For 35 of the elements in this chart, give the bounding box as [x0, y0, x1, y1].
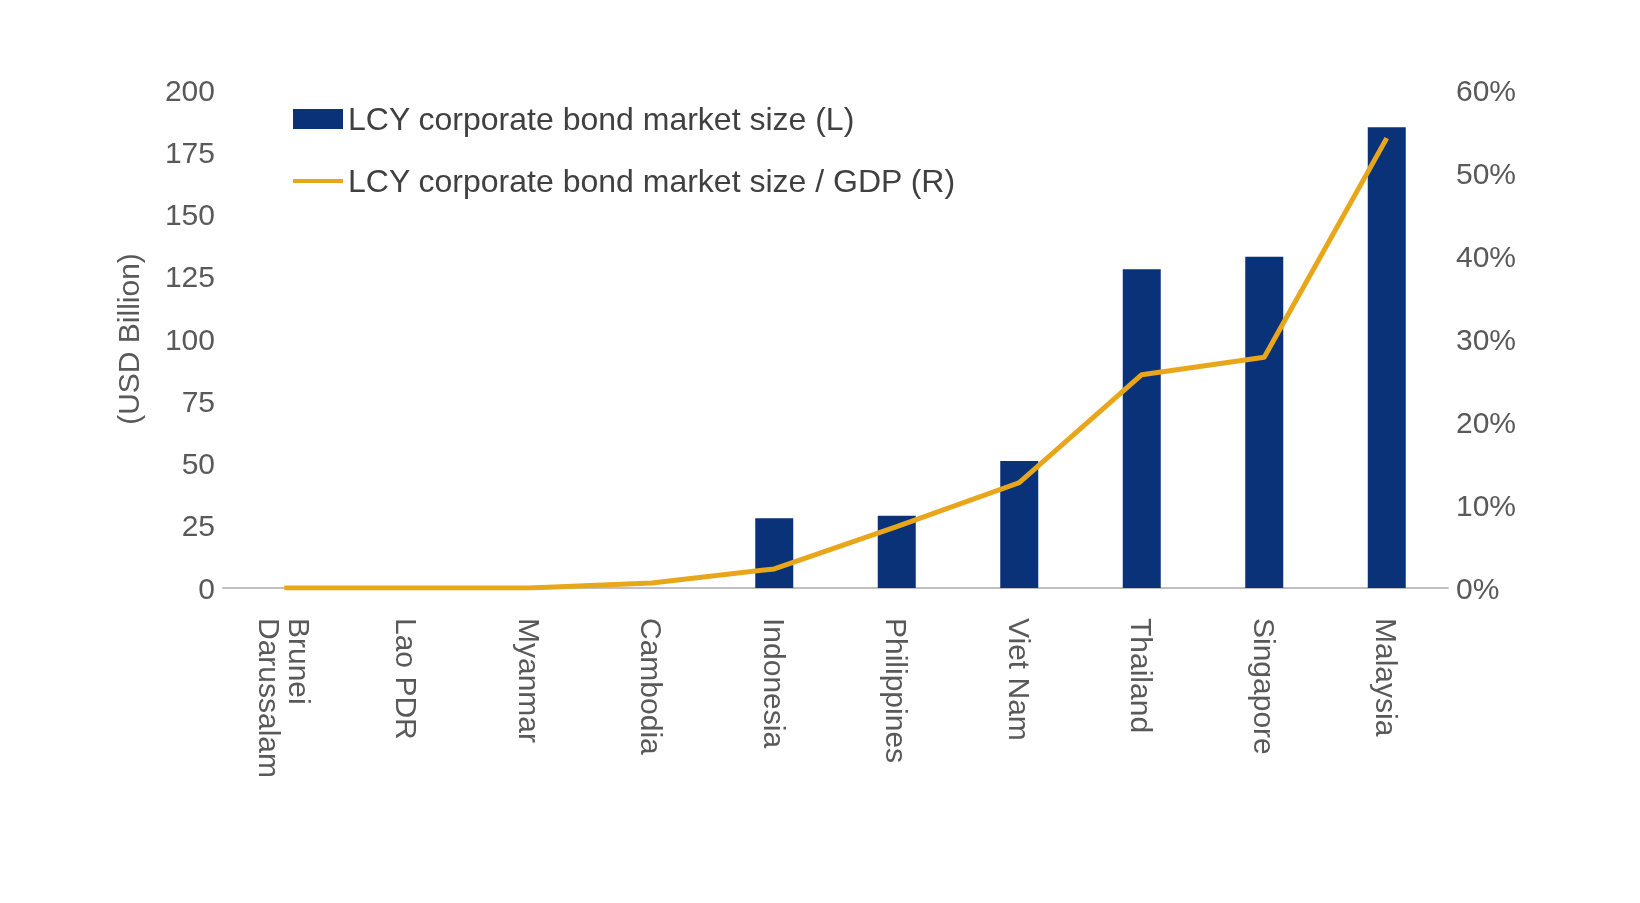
- bar: [1367, 127, 1406, 588]
- y-axis-title: (USD Billion): [111, 253, 145, 425]
- y2-tick-label: 0%: [1456, 571, 1500, 605]
- y2-tick-label: 60%: [1456, 73, 1517, 107]
- bar: [1245, 256, 1284, 588]
- x-tick-label: Malaysia: [1370, 618, 1404, 737]
- x-tick-label: Lao PDR: [390, 618, 424, 740]
- y2-tick-label: 10%: [1456, 488, 1517, 522]
- bar: [1122, 269, 1161, 588]
- x-tick-label: Indonesia: [757, 618, 791, 749]
- x-tick-label: Philippines: [880, 618, 914, 764]
- y-tick-label: 175: [164, 135, 215, 169]
- legend-label: LCY corporate bond market size / GDP (R): [348, 163, 956, 199]
- bar: [1000, 461, 1039, 588]
- bar: [755, 518, 794, 588]
- y2-tick-label: 20%: [1456, 405, 1517, 439]
- x-tick-label: Brunei Darussalam: [252, 618, 316, 779]
- legend-label: LCY corporate bond market size (L): [348, 101, 855, 137]
- bar: [877, 515, 916, 588]
- y2-tick-label: 30%: [1456, 322, 1517, 356]
- x-tick-label: Viet Nam: [1002, 618, 1036, 741]
- y2-tick-label: 50%: [1456, 156, 1517, 190]
- y-tick-label: 0: [198, 571, 215, 605]
- y-tick-label: 150: [164, 198, 215, 231]
- y-tick-label: 25: [181, 509, 215, 543]
- y2-tick-label: 40%: [1456, 239, 1517, 273]
- x-tick-label: Myanmar: [512, 618, 546, 744]
- y-tick-label: 50: [181, 447, 215, 480]
- x-tick-label: Thailand: [1125, 618, 1159, 734]
- y-tick-label: 75: [181, 384, 215, 418]
- y-tick-label: 125: [164, 260, 215, 294]
- x-tick-label: Cambodia: [635, 618, 669, 756]
- y-tick-label: 100: [164, 322, 215, 356]
- x-tick-label: Singapore: [1247, 618, 1281, 755]
- y-tick-label: 200: [164, 73, 215, 107]
